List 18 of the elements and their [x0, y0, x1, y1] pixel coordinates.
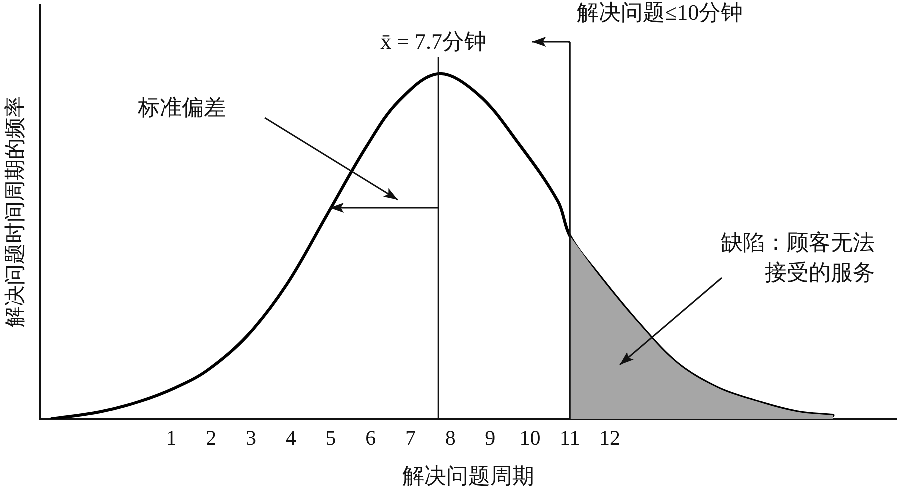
- x-tick-label: 11: [560, 426, 580, 450]
- x-tick-label: 6: [366, 426, 376, 450]
- ref-line-label: x̄ = 7.7分钟: [380, 28, 487, 54]
- x-tick-label: 5: [326, 426, 336, 450]
- x-tick-label: 4: [286, 426, 297, 450]
- x-tick-label: 2: [206, 426, 217, 450]
- annotation: 标准偏差: [138, 94, 226, 122]
- x-tick-label: 3: [246, 426, 257, 450]
- x-tick-label: 10: [520, 426, 541, 450]
- x-tick-label: 1: [166, 426, 177, 450]
- ref-line-label: 解决问题≤10分钟: [577, 0, 744, 25]
- x-tick-label: 12: [600, 426, 621, 450]
- y-axis-title: 解决问题时间周期的频率: [3, 96, 28, 328]
- annotation: 缺陷：顾客无法接受的服务: [720, 229, 875, 287]
- x-axis-title: 解决问题周期: [402, 464, 534, 489]
- x-tick-label: 7: [405, 426, 416, 450]
- x-tick-label: 8: [445, 426, 456, 450]
- x-tick-label: 9: [485, 426, 496, 450]
